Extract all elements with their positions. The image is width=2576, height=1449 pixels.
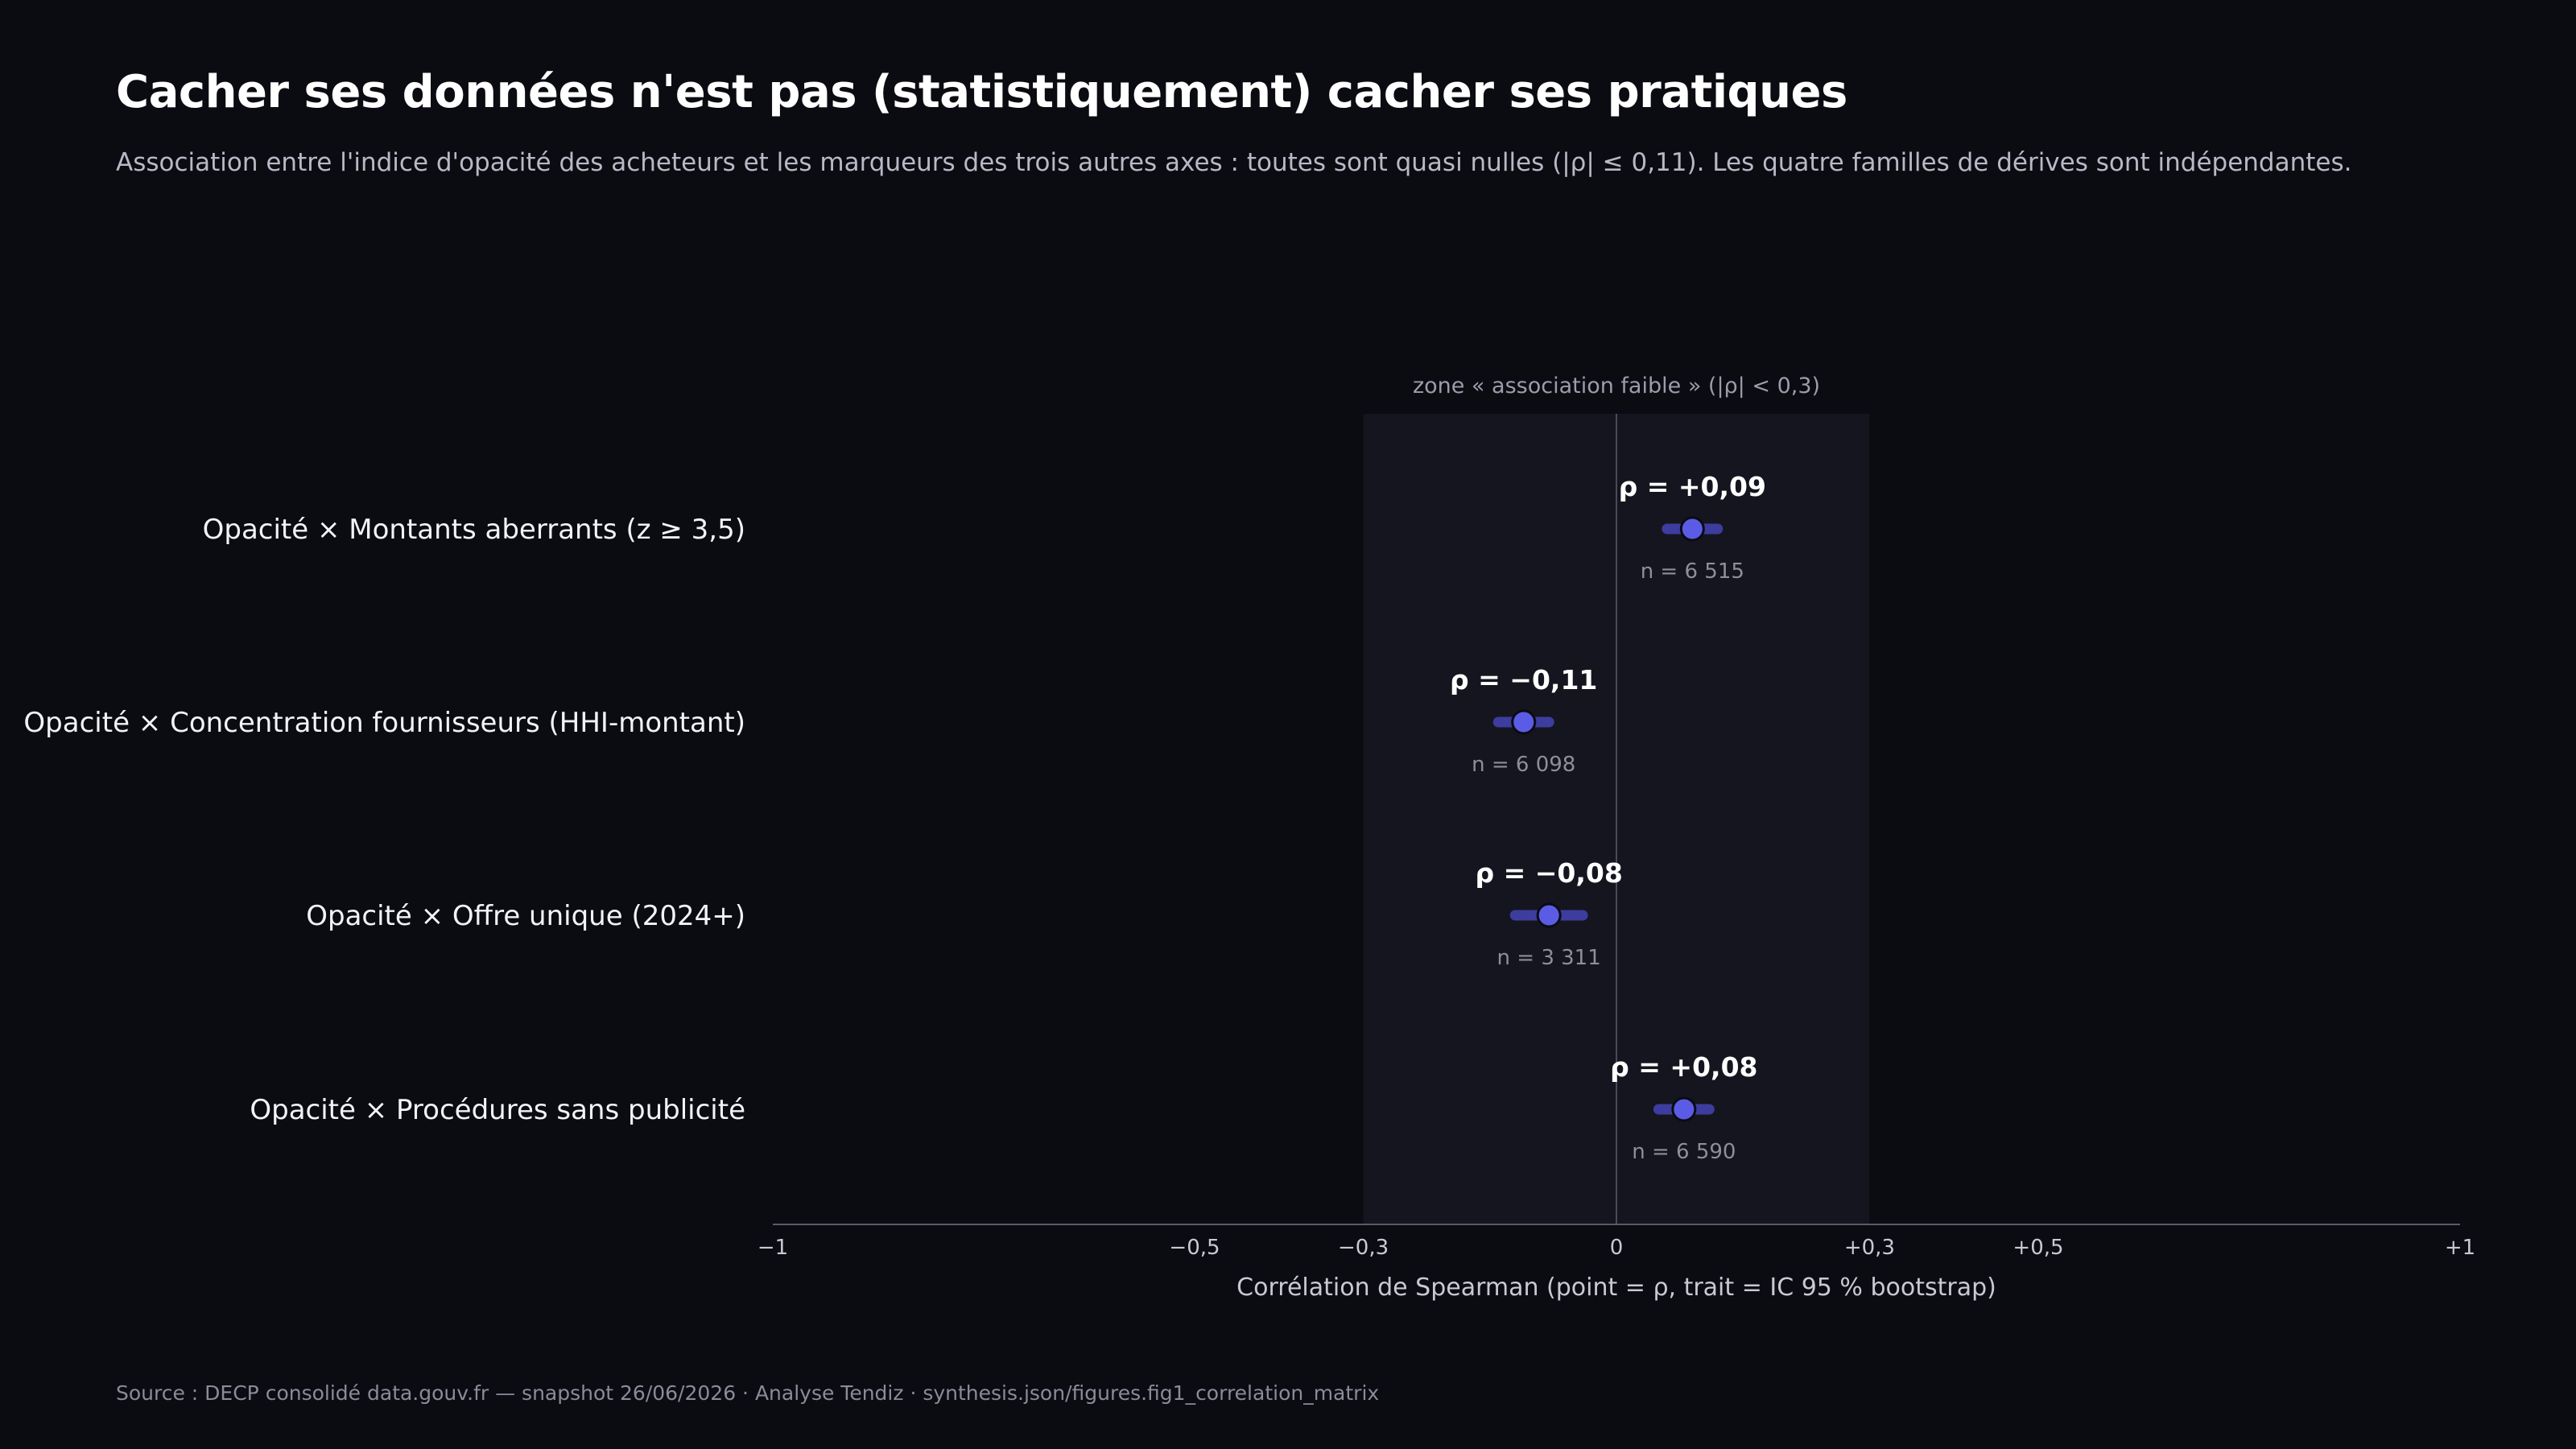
row-label-prefix: Opacité × [306,900,452,932]
rho-label: ρ = +0,09 [1619,471,1766,502]
rho-point [1536,902,1562,928]
x-tick-label: +1 [2445,1236,2475,1260]
x-axis-title: Corrélation de Spearman (point = ρ, trai… [1236,1274,1996,1302]
row-label-text: Offre unique (2024+) [452,900,745,932]
x-tick-label: −1 [758,1236,788,1260]
rho-point [1511,709,1537,735]
sample-size-label: n = 6 590 [1632,1140,1736,1164]
row-label-text: Montants aberrants (z ≥ 3,5) [349,514,745,546]
row-label-text: Concentration fournisseurs (HHI-montant) [170,707,745,739]
rho-label: ρ = −0,11 [1450,664,1597,696]
x-tick-label: −0,5 [1169,1236,1220,1260]
rho-point [1679,516,1705,542]
chart-subtitle: Association entre l'indice d'opacité des… [116,148,2352,177]
row-label: Opacité × Concentration fournisseurs (HH… [23,707,745,739]
row-label-prefix: Opacité × [23,707,170,739]
zone-label: zone « association faible » (|ρ| < 0,3) [1413,374,1820,398]
sample-size-label: n = 3 311 [1497,946,1601,970]
row-label: Opacité × Procédures sans publicité [250,1094,745,1126]
rho-label: ρ = −0,08 [1475,857,1622,889]
source-footer: Source : DECP consolidé data.gouv.fr — s… [116,1381,1380,1405]
x-tick-label: +0,5 [2013,1236,2063,1260]
rho-label: ρ = +0,08 [1610,1051,1757,1083]
chart-title: Cacher ses données n'est pas (statistiqu… [116,66,1847,118]
x-tick-label: +0,3 [1844,1236,1895,1260]
x-tick-label: 0 [1610,1236,1624,1260]
rho-point [1671,1096,1697,1122]
row-label-text: Procédures sans publicité [396,1094,745,1126]
row-label: Opacité × Montants aberrants (z ≥ 3,5) [203,514,745,546]
row-label-prefix: Opacité × [250,1094,396,1126]
row-label-prefix: Opacité × [203,514,349,546]
x-tick-label: −0,3 [1338,1236,1389,1260]
sample-size-label: n = 6 515 [1641,559,1744,584]
row-label: Opacité × Offre unique (2024+) [306,900,745,932]
sample-size-label: n = 6 098 [1472,753,1575,777]
